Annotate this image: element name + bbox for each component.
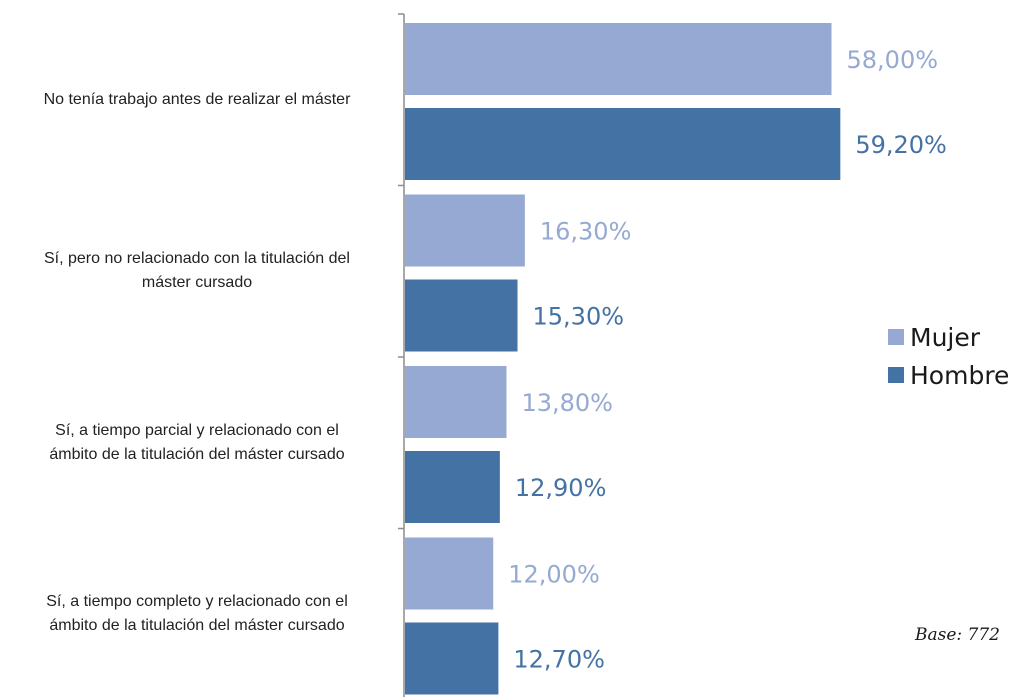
category-label-line: ámbito de la titulación del máster cursa… bbox=[49, 445, 345, 463]
value-label-hombre-4: 12,70% bbox=[513, 646, 605, 674]
legend-swatch-mujer bbox=[888, 329, 904, 345]
category-label-line: máster cursado bbox=[141, 274, 253, 292]
value-label-mujer-3: 13,80% bbox=[521, 389, 613, 417]
bar-mujer-1 bbox=[405, 23, 832, 95]
category-label-line: Sí, a tiempo parcial y relacionado con e… bbox=[55, 421, 339, 439]
category-label-4: Sí, a tiempo completo y relacionado con … bbox=[2, 590, 392, 638]
bar-mujer-2 bbox=[405, 194, 525, 267]
bar-hombre-4 bbox=[405, 622, 499, 695]
value-label-mujer-1: 58,00% bbox=[847, 46, 939, 74]
category-axis bbox=[398, 13, 405, 697]
bar-hombre-2 bbox=[405, 279, 518, 352]
bar-mujer-4 bbox=[405, 537, 494, 610]
category-label-1: No tenía trabajo antes de realizar el má… bbox=[2, 88, 392, 112]
category-label-line: Sí, pero no relacionado con la titulació… bbox=[44, 250, 350, 268]
bar-mujer-3 bbox=[405, 366, 507, 438]
legend-label-mujer: Mujer bbox=[910, 322, 981, 352]
value-label-mujer-2: 16,30% bbox=[540, 218, 632, 246]
bar-hombre-3 bbox=[405, 451, 500, 523]
value-label-mujer-4: 12,00% bbox=[508, 561, 600, 589]
value-label-hombre-1: 59,20% bbox=[855, 131, 947, 159]
category-label-line: ámbito de la titulación del máster cursa… bbox=[49, 617, 345, 635]
category-label-3: Sí, a tiempo parcial y relacionado con e… bbox=[2, 419, 392, 467]
category-label-line: Sí, a tiempo completo y relacionado con … bbox=[46, 593, 348, 611]
value-label-hombre-2: 15,30% bbox=[533, 303, 625, 331]
category-label-line: No tenía trabajo antes de realizar el má… bbox=[43, 90, 351, 108]
value-label-hombre-3: 12,90% bbox=[515, 474, 607, 502]
data-labels: 58,00% 16,30% 13,80% 12,00% 59,20% 15,30% 12,9… bbox=[508, 46, 947, 674]
legend: Mujer Hombre bbox=[888, 318, 1009, 394]
legend-item-hombre: Hombre bbox=[888, 356, 1009, 394]
legend-label-hombre: Hombre bbox=[910, 360, 1010, 390]
bars bbox=[405, 23, 841, 695]
bar-hombre-1 bbox=[405, 108, 841, 180]
legend-item-mujer: Mujer bbox=[888, 318, 1009, 356]
base-note: Base: 772 bbox=[915, 625, 1000, 645]
legend-swatch-hombre bbox=[888, 367, 904, 383]
category-label-2: Sí, pero no relacionado con la titulació… bbox=[2, 247, 392, 295]
